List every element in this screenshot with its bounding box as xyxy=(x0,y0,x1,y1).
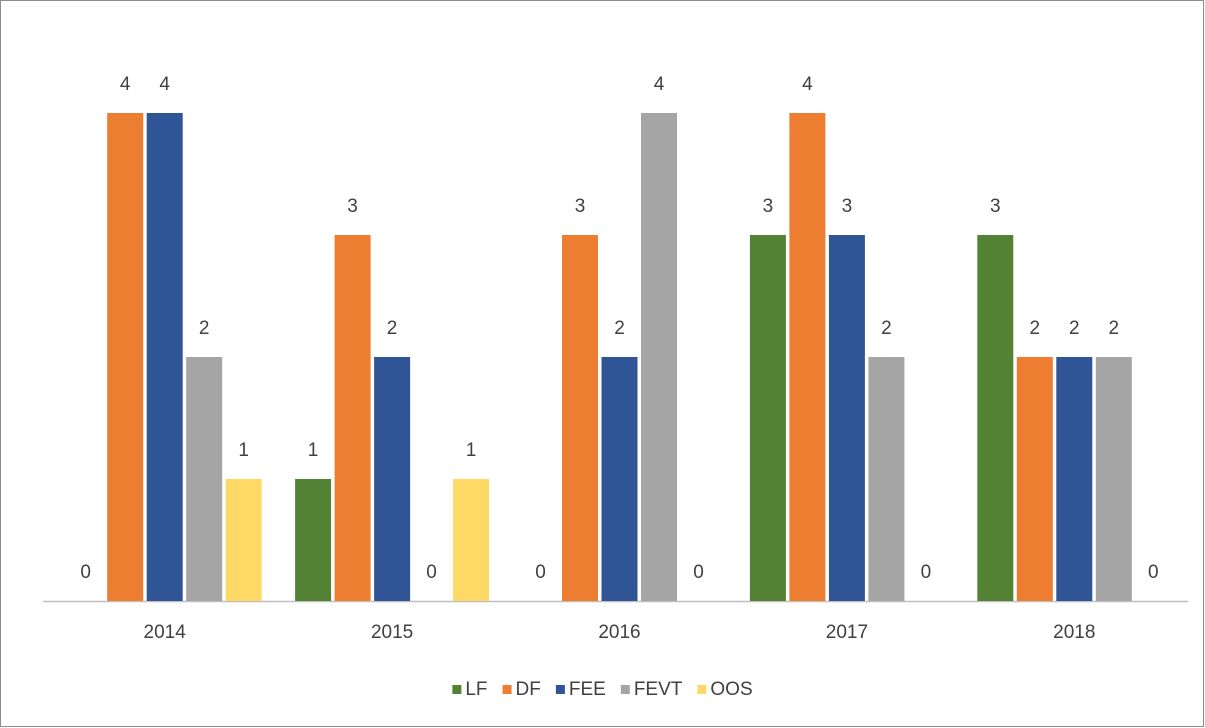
bar xyxy=(562,235,598,601)
data-label: 1 xyxy=(238,440,249,461)
data-label: 2 xyxy=(1030,318,1041,339)
legend-marker xyxy=(697,685,707,694)
data-label: 3 xyxy=(575,196,586,217)
bar xyxy=(186,357,223,601)
data-label: 0 xyxy=(535,562,546,583)
legend-label: FEVT xyxy=(634,679,683,700)
bar xyxy=(1016,357,1053,601)
x-tick-label: 2016 xyxy=(598,622,640,643)
bar xyxy=(334,235,371,601)
bar xyxy=(225,479,262,601)
data-label: 3 xyxy=(347,196,358,217)
data-label: 2 xyxy=(1109,318,1120,339)
data-label: 3 xyxy=(842,196,853,217)
legend-label: OOS xyxy=(710,679,752,700)
bar xyxy=(977,235,1014,601)
data-label: 4 xyxy=(802,74,813,95)
bar xyxy=(146,113,183,601)
bar xyxy=(453,479,490,601)
data-label: 2 xyxy=(881,318,892,339)
legend-label: LF xyxy=(465,679,487,700)
bar xyxy=(789,113,826,601)
data-label: 0 xyxy=(426,562,437,583)
legend-marker xyxy=(452,685,462,694)
data-label: 3 xyxy=(763,196,774,217)
bar xyxy=(641,113,677,601)
x-tick-label: 2015 xyxy=(371,622,413,643)
x-tick-label: 2017 xyxy=(826,622,868,643)
bar xyxy=(1095,357,1132,601)
data-label: 2 xyxy=(387,318,398,339)
bar xyxy=(107,113,144,601)
data-label: 4 xyxy=(654,74,665,95)
bar xyxy=(601,357,638,601)
bar xyxy=(1056,357,1093,601)
data-label: 0 xyxy=(693,562,704,583)
data-label: 2 xyxy=(1069,318,1080,339)
data-label: 1 xyxy=(308,440,319,461)
legend-label: FEE xyxy=(569,679,606,700)
data-label: 0 xyxy=(921,562,932,583)
data-label: 4 xyxy=(120,74,131,95)
bar xyxy=(749,235,786,601)
data-label: 0 xyxy=(1148,562,1159,583)
legend-marker xyxy=(555,685,565,694)
data-label: 4 xyxy=(159,74,170,95)
bar xyxy=(374,357,411,601)
x-tick-label: 2014 xyxy=(144,622,187,643)
data-label: 0 xyxy=(80,562,91,583)
bar xyxy=(868,357,905,601)
x-tick-label: 2018 xyxy=(1053,622,1095,643)
bar xyxy=(295,479,332,601)
legend-label: DF xyxy=(516,679,541,700)
bar xyxy=(828,235,865,601)
data-label: 1 xyxy=(466,440,477,461)
data-label: 2 xyxy=(614,318,625,339)
legend-marker xyxy=(502,685,512,694)
legend-marker xyxy=(620,685,630,694)
data-label: 2 xyxy=(199,318,210,339)
data-label: 3 xyxy=(990,196,1001,217)
